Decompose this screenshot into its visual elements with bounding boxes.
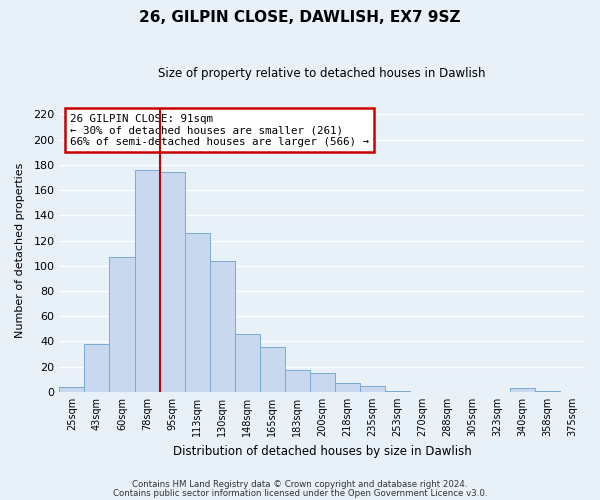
Bar	[385, 390, 410, 392]
Bar	[535, 390, 560, 392]
Title: Size of property relative to detached houses in Dawlish: Size of property relative to detached ho…	[158, 68, 486, 80]
Text: Contains HM Land Registry data © Crown copyright and database right 2024.: Contains HM Land Registry data © Crown c…	[132, 480, 468, 489]
Bar	[59, 387, 85, 392]
Bar	[310, 373, 335, 392]
Text: 26, GILPIN CLOSE, DAWLISH, EX7 9SZ: 26, GILPIN CLOSE, DAWLISH, EX7 9SZ	[139, 10, 461, 25]
Bar	[85, 344, 109, 392]
Bar	[109, 257, 134, 392]
Text: Contains public sector information licensed under the Open Government Licence v3: Contains public sector information licen…	[113, 488, 487, 498]
Bar	[510, 388, 535, 392]
Bar	[360, 386, 385, 392]
Text: 26 GILPIN CLOSE: 91sqm
← 30% of detached houses are smaller (261)
66% of semi-de: 26 GILPIN CLOSE: 91sqm ← 30% of detached…	[70, 114, 369, 147]
Bar	[335, 383, 360, 392]
Bar	[260, 346, 284, 392]
Bar	[284, 370, 310, 392]
Bar	[134, 170, 160, 392]
X-axis label: Distribution of detached houses by size in Dawlish: Distribution of detached houses by size …	[173, 444, 472, 458]
Bar	[185, 233, 209, 392]
Bar	[160, 172, 185, 392]
Bar	[235, 334, 260, 392]
Y-axis label: Number of detached properties: Number of detached properties	[15, 162, 25, 338]
Bar	[209, 260, 235, 392]
